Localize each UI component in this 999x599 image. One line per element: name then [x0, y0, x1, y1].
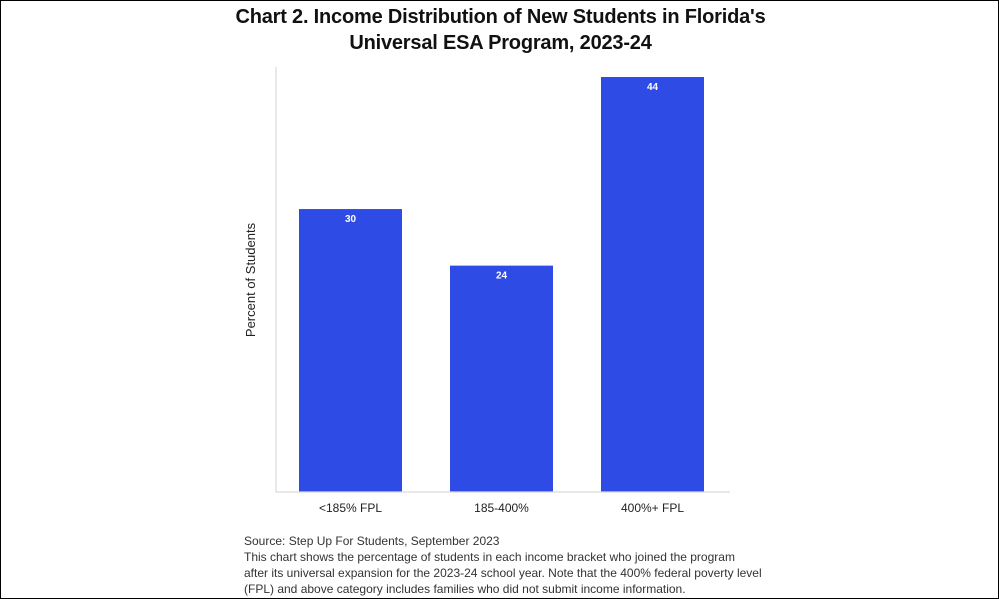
source-note: Source: Step Up For Students, September …: [244, 534, 500, 548]
category-label-3: 400%+ FPL: [621, 501, 684, 515]
bar-2: [450, 265, 553, 492]
y-axis-label: Percent of Students: [243, 222, 258, 337]
data-label-3: 44: [647, 82, 659, 93]
bar-1: [299, 209, 402, 492]
description-line-3: (FPL) and above category includes famili…: [244, 582, 686, 596]
bar-3: [601, 77, 704, 492]
description-line-2: after its universal expansion for the 20…: [244, 566, 762, 580]
chart-footer: Source: Step Up For Students, September …: [244, 533, 804, 597]
description-line-1: This chart shows the percentage of stude…: [244, 550, 735, 564]
category-label-1: <185% FPL: [319, 501, 382, 515]
category-label-2: 185-400%: [474, 501, 529, 515]
data-label-2: 24: [496, 271, 508, 282]
data-label-1: 30: [345, 214, 357, 225]
chart-title-line-2: Universal ESA Program, 2023-24: [349, 32, 652, 54]
chart-title-line-1: Chart 2. Income Distribution of New Stud…: [235, 6, 766, 28]
